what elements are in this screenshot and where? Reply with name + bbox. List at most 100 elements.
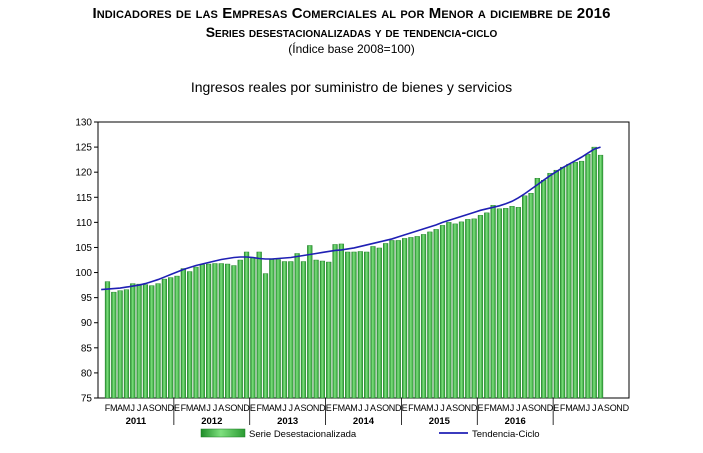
bar <box>585 153 591 399</box>
trend-series <box>101 146 601 291</box>
bar <box>597 154 604 399</box>
x-month-label: J <box>434 403 439 413</box>
y-axis: 75 80 85 90 95 100 105 110 115 120 125 130 <box>75 118 98 405</box>
bar <box>471 218 477 399</box>
bar <box>319 260 326 399</box>
bar <box>376 247 382 399</box>
x-month-label: A <box>117 403 123 413</box>
bar <box>420 234 427 399</box>
x-year-label: 2012 <box>201 416 222 427</box>
bar <box>130 283 136 399</box>
bar <box>477 215 484 399</box>
x-month-label: F <box>105 403 111 413</box>
x-month-label: D <box>623 403 630 413</box>
chart-title: Ingresos reales por suministro de bienes… <box>190 79 513 95</box>
bar <box>345 251 351 399</box>
bar <box>446 222 452 399</box>
base-note: (Índice base 2008=100) <box>288 42 415 56</box>
x-year-label: 2015 <box>429 416 451 427</box>
x-month-label: J <box>440 403 445 413</box>
x-month-label: N <box>313 403 320 413</box>
bar <box>509 206 515 399</box>
x-month-label: O <box>155 403 162 413</box>
y-tick-label: 125 <box>75 143 92 154</box>
bar <box>307 245 313 399</box>
bar <box>149 285 155 399</box>
x-month-label: M <box>502 403 510 413</box>
x-month-label: O <box>306 403 313 413</box>
bar <box>313 259 319 399</box>
x-month-label: A <box>294 403 300 413</box>
bar <box>206 263 212 399</box>
y-tick-label: 85 <box>81 343 93 354</box>
x-month-label: E <box>250 403 256 413</box>
x-month-label: O <box>610 403 617 413</box>
x-month-label: M <box>489 403 497 413</box>
bar <box>104 281 111 399</box>
bar <box>484 212 490 399</box>
x-month-label: M <box>426 403 434 413</box>
x-month-label: M <box>413 403 421 413</box>
bar <box>136 283 142 399</box>
bar <box>566 163 572 399</box>
legend-bar-label: Serie Desestacionalizada <box>249 429 357 440</box>
x-month-label: J <box>282 403 287 413</box>
bar <box>218 263 224 399</box>
x-month-label: N <box>616 403 623 413</box>
bar <box>142 284 149 399</box>
x-month-label: D <box>547 403 554 413</box>
x-month-label: F <box>332 403 338 413</box>
x-month-label: M <box>578 403 586 413</box>
bar <box>401 238 408 399</box>
y-tick-label: 95 <box>81 293 93 304</box>
bar <box>161 278 167 399</box>
x-month-label: E <box>402 403 408 413</box>
y-tick-label: 110 <box>76 218 92 229</box>
x-year-label: 2011 <box>126 416 147 427</box>
x-month-label: A <box>345 403 351 413</box>
x-month-label: D <box>319 403 326 413</box>
x-month-label: O <box>458 403 465 413</box>
x-month-label: M <box>110 403 118 413</box>
bar <box>212 263 218 399</box>
bar <box>117 290 123 399</box>
y-tick-label: 75 <box>81 394 93 405</box>
bar <box>351 251 357 399</box>
bar <box>262 273 269 399</box>
bar <box>503 208 509 399</box>
y-tick-label: 115 <box>76 193 92 204</box>
x-month-label: O <box>230 403 237 413</box>
bar <box>288 261 294 399</box>
bar <box>231 265 237 399</box>
bar <box>243 251 250 399</box>
x-month-label: J <box>358 403 363 413</box>
x-month-label: J <box>131 403 136 413</box>
bar <box>187 271 193 399</box>
bar <box>395 240 401 399</box>
x-month-label: N <box>237 403 244 413</box>
x-month-label: A <box>370 403 376 413</box>
x-month-label: S <box>452 403 458 413</box>
bar <box>256 251 262 399</box>
bar <box>269 259 275 399</box>
bar <box>547 172 553 399</box>
x-month-label: N <box>540 403 547 413</box>
bar <box>389 240 395 399</box>
bar <box>578 160 585 399</box>
x-month-label: D <box>167 403 174 413</box>
x-month-label: J <box>592 403 597 413</box>
legend-bar-swatch <box>200 428 246 438</box>
x-month-label: N <box>161 403 168 413</box>
legend-line-label: Tendencia-Ciclo <box>472 429 540 440</box>
bar <box>560 166 566 399</box>
bar <box>458 221 465 399</box>
x-month-label: M <box>123 403 131 413</box>
bar <box>174 275 180 399</box>
bar <box>300 261 307 399</box>
x-month-label: S <box>376 403 382 413</box>
x-month-label: M <box>565 403 573 413</box>
bar <box>250 257 256 399</box>
x-month-label: M <box>186 403 194 413</box>
